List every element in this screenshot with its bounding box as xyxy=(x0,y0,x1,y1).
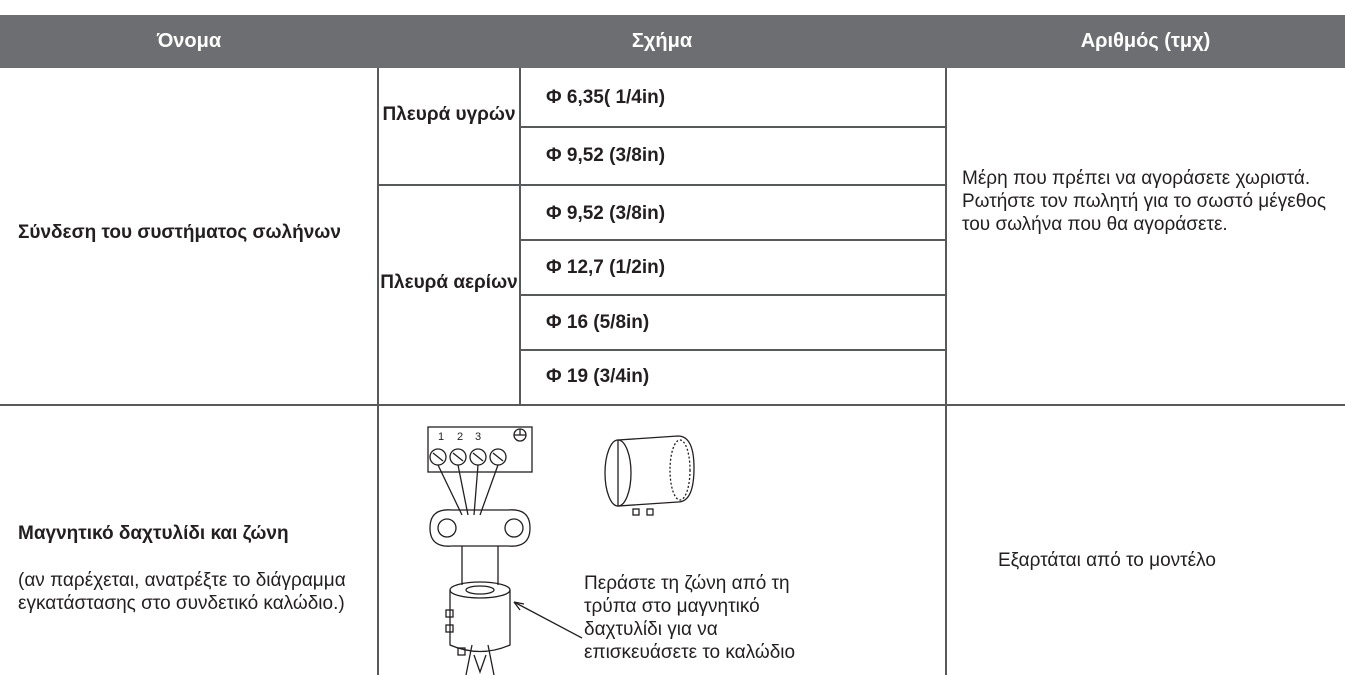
size: Φ 9,52 (3/8in) xyxy=(546,145,666,166)
size: Φ 19 (3/4in) xyxy=(546,366,650,387)
terminal-block xyxy=(427,426,533,473)
header-quantity: Αριθμός (τμχ) xyxy=(1080,30,1211,52)
ring-diagram: 1 2 3 xyxy=(427,426,695,675)
quantity-text: Εξαρτάται από το μοντέλο xyxy=(998,550,1216,571)
row-line xyxy=(0,404,1345,406)
row-line xyxy=(520,294,946,296)
divider xyxy=(377,68,379,675)
row-name: Μαγνητικό δαχτυλίδι και ζώνη xyxy=(18,523,289,544)
size: Φ 12,7 (1/2in) xyxy=(546,257,666,278)
header-bar xyxy=(0,15,1345,68)
row-line xyxy=(520,349,946,351)
wires xyxy=(437,464,499,516)
row-line xyxy=(520,126,946,128)
divider xyxy=(519,68,521,405)
terminal-label: 2 xyxy=(457,431,463,443)
row-line xyxy=(520,239,946,241)
header-shape: Σχήμα xyxy=(631,30,693,52)
terminal-label: 1 xyxy=(438,431,444,443)
caption: Περάστε τη ζώνη από τη τρύπα στο μαγνητι… xyxy=(584,573,796,663)
row-line xyxy=(378,184,946,186)
terminal-label: 3 xyxy=(475,431,481,443)
clamp xyxy=(429,509,531,547)
ferrite-ring xyxy=(617,435,695,507)
row-name: Σύνδεση του συστήματος σωλήνων xyxy=(18,222,341,243)
quantity-text: Μέρη που πρέπει να αγοράσετε χωριστά. Ρω… xyxy=(962,168,1326,235)
row-note: (αν παρέχεται, ανατρέξτε το διάγραμμα εγ… xyxy=(18,570,346,614)
divider xyxy=(945,68,947,675)
size: Φ 16 (5/8in) xyxy=(546,312,650,333)
side-label: Πλευρά αερίων xyxy=(380,272,518,293)
side-label: Πλευρά υγρών xyxy=(382,104,516,125)
header-name: Όνομα xyxy=(156,30,222,52)
screws xyxy=(429,448,507,466)
size: Φ 6,35( 1/4in) xyxy=(546,87,666,108)
size: Φ 9,52 (3/8in) xyxy=(546,203,666,224)
